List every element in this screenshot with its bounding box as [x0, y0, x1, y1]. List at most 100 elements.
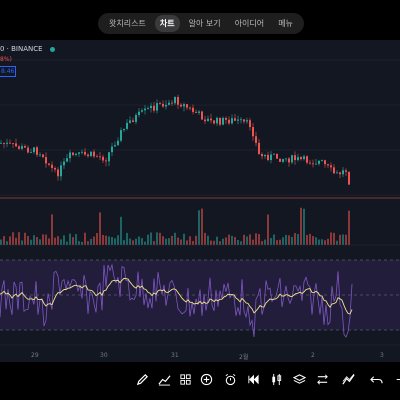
volume-bar: [102, 234, 104, 245]
volume-bar: [225, 237, 227, 245]
candle-body: [168, 102, 170, 105]
candle-body: [66, 158, 68, 162]
chart-area[interactable]: [0, 40, 400, 362]
candle-body: [285, 158, 287, 160]
candle-body: [102, 156, 104, 161]
candle-body: [6, 142, 8, 144]
volume-bar: [348, 210, 350, 245]
tab-2[interactable]: 알아 보기: [188, 19, 221, 28]
volume-bar: [135, 238, 137, 245]
volume-bar: [345, 234, 347, 245]
add-circle-icon[interactable]: [198, 371, 214, 387]
x-axis-label: 31: [171, 352, 179, 359]
volume-bar: [162, 236, 164, 245]
candle-body: [147, 108, 149, 109]
volume-bar: [189, 236, 191, 245]
candle-body: [225, 117, 227, 120]
volume-bar: [201, 208, 203, 245]
candle-body: [57, 169, 59, 177]
volume-bar: [30, 239, 32, 245]
volume-bar: [195, 235, 197, 245]
candle-body: [237, 119, 239, 121]
volume-bar: [36, 237, 38, 245]
volume-bar: [147, 234, 149, 245]
volume-bar: [270, 238, 272, 245]
volume-bar: [300, 207, 302, 245]
candle-body: [54, 168, 56, 170]
candle-body: [78, 152, 80, 154]
candle-body: [162, 103, 164, 107]
volume-bar: [72, 237, 74, 245]
volume-bar: [9, 236, 11, 245]
candle-body: [273, 153, 275, 155]
candle-body: [174, 97, 176, 104]
volume-bar: [339, 234, 341, 245]
candle-body: [243, 119, 245, 122]
alarm-icon[interactable]: [222, 371, 238, 387]
volume-bar: [318, 239, 320, 245]
volume-bar: [315, 237, 317, 245]
symbol-header[interactable]: 0 · BINANCE: [0, 45, 55, 53]
tab-3[interactable]: 아이디어: [234, 19, 265, 28]
rsi-ma-line: [0, 277, 353, 315]
candle-body: [72, 152, 74, 155]
pattern-icon[interactable]: [177, 371, 193, 387]
candle-body: [270, 154, 272, 161]
volume-bar: [285, 234, 287, 245]
candle-body: [150, 105, 152, 109]
candle-body: [45, 157, 47, 164]
volume-bar: [99, 212, 101, 245]
volume-bar: [294, 233, 296, 245]
volume-bar: [306, 234, 308, 245]
price-change-label: 8%): [0, 56, 12, 63]
x-axis-label: 30: [100, 352, 108, 359]
candle-body: [240, 119, 242, 121]
volume-bar: [342, 234, 344, 245]
volume-bar: [174, 232, 176, 245]
volume-bar: [45, 234, 47, 245]
x-axis-label: 3: [380, 352, 384, 359]
candle-body: [123, 128, 125, 131]
compare-icon[interactable]: [314, 371, 330, 387]
candle-body: [81, 151, 83, 153]
volume-bar: [207, 235, 209, 245]
candle-body: [111, 146, 113, 153]
candle-body: [309, 162, 311, 164]
candle-body: [93, 151, 95, 157]
volume-bar: [93, 236, 95, 245]
volume-bar: [60, 239, 62, 245]
candle-style-icon[interactable]: [268, 371, 284, 387]
undo-icon[interactable]: [368, 371, 384, 387]
layers-icon[interactable]: [291, 371, 307, 387]
candle-body: [96, 156, 98, 158]
market-open-indicator: [49, 46, 55, 52]
volume-bar: [21, 240, 23, 245]
candle-body: [30, 152, 32, 153]
replay-icon[interactable]: [245, 371, 261, 387]
x-axis-label: 2: [311, 352, 315, 359]
candle-body: [126, 122, 128, 129]
candle-body: [210, 118, 212, 121]
candle-body: [219, 117, 221, 125]
candle-body: [345, 170, 347, 172]
volume-bar: [12, 232, 14, 245]
volume-bar: [237, 239, 239, 245]
tab-1[interactable]: 차트: [154, 15, 180, 32]
volume-bar: [18, 232, 20, 245]
volume-bar: [117, 235, 119, 245]
redo-icon[interactable]: [390, 371, 400, 387]
candle-body: [249, 120, 251, 128]
indicator-icon[interactable]: [340, 371, 356, 387]
candle-body: [117, 140, 119, 146]
pencil-icon[interactable]: [134, 371, 150, 387]
candle-body: [330, 165, 332, 168]
volume-bar: [258, 234, 260, 245]
candle-body: [51, 164, 53, 169]
volume-bar: [291, 236, 293, 245]
tab-0[interactable]: 왓치리스트: [109, 19, 146, 28]
candle-body: [222, 117, 224, 125]
price-chart-svg[interactable]: [0, 40, 400, 362]
volume-bar: [330, 232, 332, 245]
trend-line-icon[interactable]: [156, 371, 172, 387]
tab-4[interactable]: 메뉴: [278, 19, 293, 28]
